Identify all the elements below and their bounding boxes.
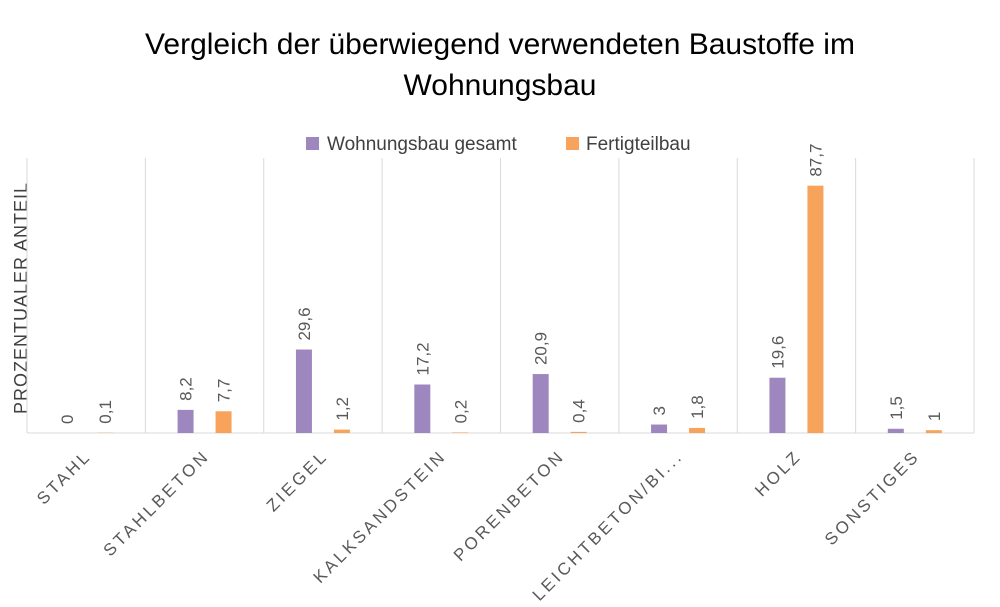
data-label-wohnungsbau-gesamt-sonstiges: 1,5 — [887, 396, 906, 420]
data-label-wohnungsbau-gesamt-stahlbeton: 8,2 — [177, 377, 196, 401]
data-label-wohnungsbau-gesamt-porenbeton: 20,9 — [532, 332, 551, 365]
data-label-wohnungsbau-gesamt-ziegel: 29,6 — [295, 307, 314, 340]
bar-fertigteilbau-leichtbeton-bi — [689, 427, 706, 433]
legend-swatch-fertigteilbau — [566, 137, 579, 150]
bar-wohnungsbau-gesamt-ziegel — [295, 349, 312, 433]
x-tick-label-kalksandstein: KALKSANDSTEIN — [310, 446, 451, 587]
data-label-wohnungsbau-gesamt-stahl: 0 — [58, 415, 77, 424]
bar-fertigteilbau-sonstiges — [925, 430, 942, 433]
data-label-fertigteilbau-kalksandstein: 0,2 — [451, 400, 470, 424]
data-label-wohnungsbau-gesamt-kalksandstein: 17,2 — [413, 342, 432, 375]
legend: Wohnungsbau gesamt Fertigteilbau — [306, 134, 691, 155]
bar-fertigteilbau-holz — [807, 185, 824, 433]
y-axis-title: PROZENTUALER ANTEIL — [11, 182, 31, 414]
bar-fertigteilbau-ziegel — [333, 429, 350, 433]
x-tick-label-stahlbeton: STAHLBETON — [100, 446, 214, 560]
chart-title-line-2: Wohnungsbau — [404, 69, 597, 102]
bar-fertigteilbau-kalksandstein — [452, 432, 469, 433]
data-label-wohnungsbau-gesamt-leichtbeton-bi: 3 — [650, 406, 669, 415]
data-label-fertigteilbau-ziegel: 1,2 — [333, 397, 352, 421]
bar-wohnungsbau-gesamt-holz — [769, 377, 786, 433]
data-label-fertigteilbau-porenbeton: 0,4 — [570, 399, 589, 423]
data-label-fertigteilbau-leichtbeton-bi: 1,8 — [688, 395, 707, 419]
bar-wohnungsbau-gesamt-kalksandstein — [414, 384, 431, 433]
bar-fertigteilbau-stahlbeton — [215, 411, 232, 433]
bar-wohnungsbau-gesamt-porenbeton — [532, 374, 549, 433]
bar-wohnungsbau-gesamt-leichtbeton-bi — [651, 424, 668, 433]
bar-wohnungsbau-gesamt-stahlbeton — [177, 409, 194, 433]
data-label-fertigteilbau-holz: 87,7 — [806, 144, 825, 177]
data-label-fertigteilbau-stahlbeton: 7,7 — [215, 379, 234, 403]
data-label-fertigteilbau-stahl: 0,1 — [96, 400, 115, 424]
bar-fertigteilbau-porenbeton — [570, 431, 587, 433]
legend-swatch-wohnungsbau-gesamt — [306, 137, 319, 150]
legend-label-fertigteilbau: Fertigteilbau — [586, 134, 691, 155]
data-label-wohnungsbau-gesamt-holz: 19,6 — [768, 336, 787, 369]
x-tick-label-ziegel: ZIEGEL — [263, 446, 332, 515]
data-label-fertigteilbau-sonstiges: 1 — [925, 412, 944, 421]
x-tick-label-stahl: STAHL — [33, 446, 95, 508]
bar-wohnungsbau-gesamt-sonstiges — [887, 428, 904, 433]
plot-area: 0 0,1 STAHL 8,2 7,7 STAHLBETON 29,6 1,2 ZIEGEL 17… — [26, 144, 975, 605]
x-tick-label-sonstiges: SONSTIGES — [821, 446, 924, 549]
chart-title-line-1: Vergleich der überwiegend verwendeten Ba… — [145, 28, 855, 61]
x-tick-label-porenbeton: PORENBETON — [450, 446, 569, 565]
legend-label-wohnungsbau-gesamt: Wohnungsbau gesamt — [327, 134, 517, 155]
x-tick-label-holz: HOLZ — [751, 446, 805, 500]
